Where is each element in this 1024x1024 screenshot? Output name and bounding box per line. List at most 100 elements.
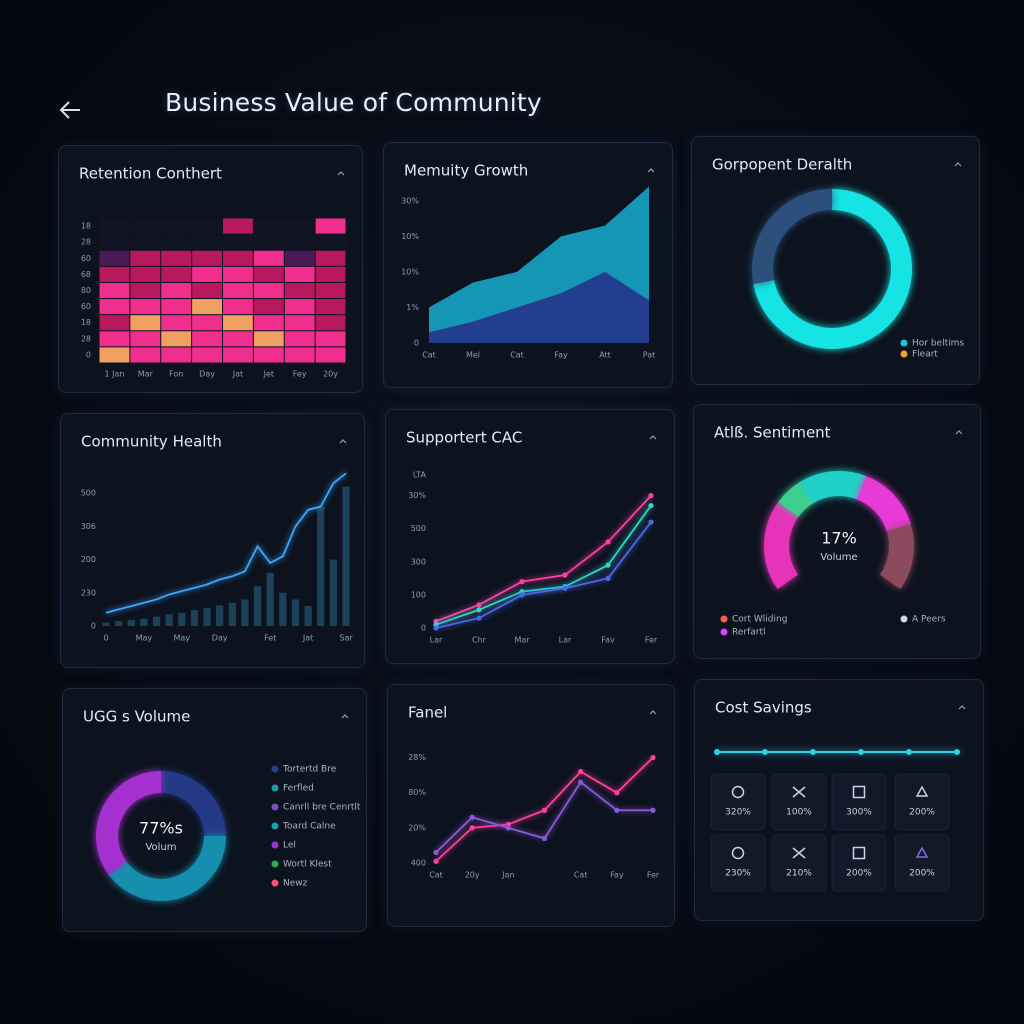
legend-label: Toard Calne bbox=[282, 822, 336, 832]
legend-label: Wortl Klest bbox=[283, 860, 332, 870]
heat-cell bbox=[192, 315, 222, 331]
x-tick-label: 0 bbox=[103, 634, 108, 643]
back-arrow[interactable] bbox=[56, 96, 86, 124]
slider-dot bbox=[810, 749, 816, 755]
heat-cell bbox=[315, 218, 346, 234]
heat-cell bbox=[315, 282, 346, 299]
heat-cell bbox=[130, 331, 161, 347]
y-tick-label: 30% bbox=[401, 196, 419, 205]
line bbox=[435, 495, 652, 623]
point bbox=[505, 825, 511, 831]
heat-cell bbox=[284, 347, 315, 363]
bar bbox=[253, 586, 262, 626]
panel: Retention Conthert 18 28 60 68 80 60 18 28 0 1 Jan… bbox=[58, 145, 363, 393]
panel-title: UGG s Volume bbox=[83, 708, 190, 726]
legend-label: Ferfled bbox=[283, 784, 314, 794]
heat-cell bbox=[130, 315, 161, 331]
line bbox=[435, 780, 653, 854]
y-tick-label: 200 bbox=[81, 555, 96, 564]
point bbox=[578, 779, 584, 785]
heat-cell bbox=[99, 331, 130, 347]
x-tick-label: Cat bbox=[510, 351, 524, 360]
y-tick-label: 0 bbox=[421, 624, 426, 633]
legend-label: A Peers bbox=[912, 615, 946, 625]
x-tick-label: 20y bbox=[323, 370, 338, 379]
bar bbox=[291, 599, 300, 626]
bar bbox=[152, 616, 161, 626]
y-tick-label: 28 bbox=[81, 238, 91, 247]
collapse-caret bbox=[958, 705, 966, 710]
heat-cell bbox=[161, 347, 192, 363]
panel-title: Atlß. Sentiment bbox=[714, 424, 831, 442]
heat-cell bbox=[130, 347, 161, 363]
arc-segment bbox=[96, 771, 161, 875]
kpi-tile bbox=[831, 773, 887, 831]
x-tick-label: Fon bbox=[169, 370, 183, 379]
y-tick-label: 230 bbox=[81, 588, 96, 597]
kpi-value: 210% bbox=[786, 869, 812, 879]
panel-title: Community Health bbox=[81, 433, 222, 451]
point bbox=[433, 625, 439, 631]
arc-segment bbox=[161, 771, 226, 836]
panel-title: Memuity Growth bbox=[404, 162, 528, 180]
heat-cell bbox=[161, 331, 192, 347]
heat-cell bbox=[192, 250, 222, 266]
line bbox=[105, 472, 347, 614]
x-tick-label: Fey bbox=[293, 370, 307, 379]
icon bbox=[915, 846, 929, 858]
heat-cell bbox=[99, 347, 130, 363]
x-tick-label: Jan bbox=[501, 871, 514, 880]
y-tick-label: 0 bbox=[414, 339, 419, 348]
legend-label: Rerfartl bbox=[732, 628, 766, 638]
x-tick-label: Mar bbox=[514, 636, 530, 645]
kpi-value: 300% bbox=[846, 808, 872, 818]
x-tick-label: 1 Jan bbox=[104, 370, 124, 379]
point bbox=[519, 579, 525, 585]
y-tick-label: 306 bbox=[81, 522, 96, 531]
panel-chart: Fanel 400 20% 80% 28% Cat 20y Jan Cat Fay Fer bbox=[408, 704, 660, 880]
center-sublabel: Volum bbox=[145, 842, 176, 853]
kpi-value: 200% bbox=[846, 869, 872, 879]
heat-cell bbox=[223, 347, 253, 363]
panel-title: Fanel bbox=[408, 704, 447, 722]
legend-swatch bbox=[271, 765, 279, 773]
heat-cell bbox=[130, 234, 161, 250]
heat-cell bbox=[192, 299, 222, 315]
heat-cell bbox=[161, 315, 192, 331]
legend-label: Cort Wliding bbox=[732, 615, 787, 625]
heat-cell bbox=[253, 331, 284, 347]
bar bbox=[304, 606, 312, 626]
x-tick-label: Chr bbox=[472, 636, 487, 645]
heat-cell bbox=[192, 218, 222, 234]
bar bbox=[317, 506, 325, 626]
heat-cell bbox=[161, 218, 192, 234]
legend-swatch bbox=[900, 615, 908, 623]
y-tick-label: 100 bbox=[411, 590, 426, 599]
legend-label: Fleart bbox=[912, 350, 938, 360]
panel: Cost Savings 320% 100% 300% 200% 230% 210% 200%… bbox=[694, 679, 984, 921]
kpi-tile bbox=[771, 834, 827, 892]
panel-chart: Memuity Growth 0 1% 10% 10% 30% Cat Mel Cat Fay At… bbox=[401, 162, 655, 360]
heat-cell bbox=[253, 347, 284, 363]
bar bbox=[127, 620, 135, 626]
heat-cell bbox=[253, 315, 284, 331]
legend-swatch bbox=[900, 339, 908, 347]
x-tick-label: Fer bbox=[647, 871, 660, 880]
point bbox=[469, 825, 475, 831]
heat-cell bbox=[315, 266, 346, 282]
panel: Gorpopent Deralth Hor beltims Fleart bbox=[691, 136, 980, 385]
heat-cell bbox=[315, 299, 346, 315]
point bbox=[614, 790, 620, 796]
heat-cell bbox=[223, 315, 253, 331]
heat-cell bbox=[130, 299, 161, 315]
legend-swatch bbox=[271, 860, 279, 868]
y-tick-label: 10% bbox=[401, 267, 419, 276]
collapse-caret bbox=[649, 710, 657, 715]
slider-dot bbox=[762, 749, 768, 755]
heat-cell bbox=[192, 266, 222, 282]
panel: Fanel 400 20% 80% 28% Cat 20y Jan Cat Fay Fer bbox=[387, 684, 675, 927]
kpi-tile bbox=[831, 834, 887, 892]
point bbox=[519, 592, 525, 598]
point bbox=[578, 769, 584, 775]
bar bbox=[102, 622, 110, 626]
